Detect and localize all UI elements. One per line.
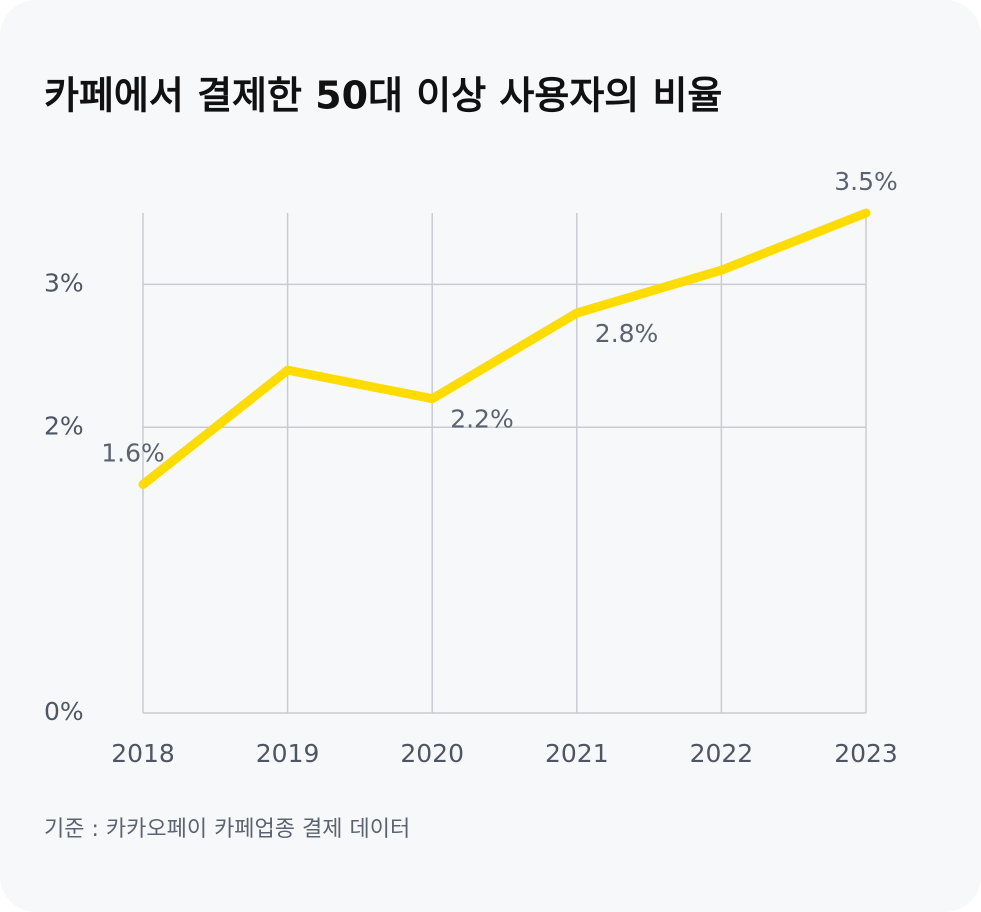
note: 기준 : 카카오페이 카페업종 결제 데이터 [44, 817, 410, 842]
value-label: 2.2% [450, 405, 514, 434]
chart-title: 카페에서 결제한 50대 이상 사용자의 비율 [44, 74, 722, 118]
y-tick-label: 2% [44, 411, 84, 440]
x-tick-label: 2021 [545, 739, 609, 768]
value-label: 3.5% [834, 167, 898, 196]
x-tick-label: 2020 [400, 739, 464, 768]
line [138, 208, 871, 489]
x-tick-label: 2018 [111, 739, 175, 768]
x-tick-label: 2019 [256, 739, 320, 768]
value-label: 1.6% [101, 438, 165, 467]
x-tick-label: 2023 [834, 739, 898, 768]
x-tick-label: 2022 [690, 739, 754, 768]
y-tick-label: 0% [44, 697, 84, 726]
y-tick-label: 3% [44, 268, 84, 297]
value-label: 2.8% [595, 319, 659, 348]
